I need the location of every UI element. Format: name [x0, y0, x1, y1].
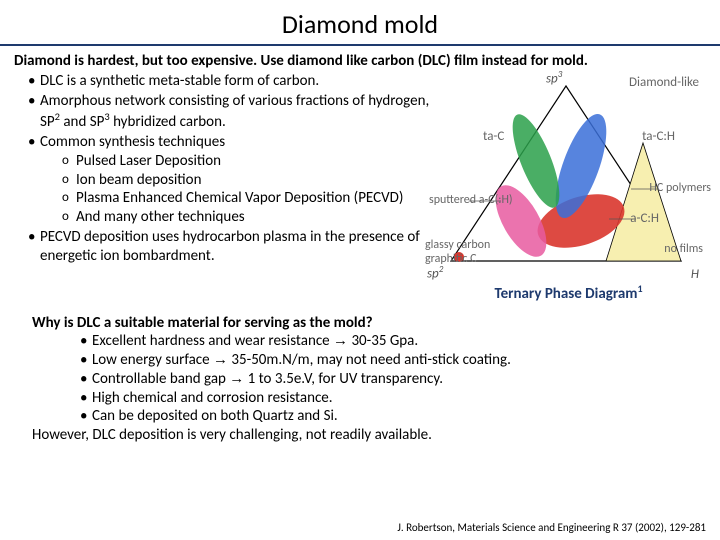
region-label: HC polymers	[649, 181, 711, 196]
region-label: a-C:H	[630, 211, 659, 227]
diagram-column: sp3 sp2 H Diamond-like ta-C ta-C:H HC po…	[431, 71, 706, 304]
region-label: sputtered a-C(:H)	[429, 193, 513, 208]
sub-bullet: Ion beam deposition	[62, 171, 431, 190]
bullet-item: Amorphous network consisting of various …	[28, 92, 431, 133]
bullet-item: DLC is a synthetic meta-stable form of c…	[28, 72, 431, 91]
sub-bullet: And many other techniques	[62, 208, 431, 227]
s2-item: Controllable band gap → 1 to 3.5e.V, for…	[80, 370, 706, 389]
s2-item: Excellent hardness and wear resistance →…	[80, 332, 706, 351]
bullet-item: PECVD deposition uses hydrocarbon plasma…	[28, 228, 431, 266]
citation: J. Robertson, Materials Science and Engi…	[397, 521, 706, 534]
section-2: Why is DLC a suitable material for servi…	[0, 304, 720, 445]
s2-item: Can be deposited on both Quartz and Si.	[80, 407, 706, 426]
bullet-item: Common synthesis techniques Pulsed Laser…	[28, 133, 431, 227]
sub-bullet: Pulsed Laser Deposition	[62, 152, 431, 171]
vertex-label: sp2	[427, 264, 443, 283]
section2-however: However, DLC deposition is very challeng…	[32, 426, 706, 445]
intro-text: Diamond is hardest, but too expensive. U…	[14, 52, 706, 71]
region-label: glassy carbon	[425, 238, 490, 253]
page-title: Diamond mold	[0, 0, 720, 44]
left-column: DLC is a synthetic meta-stable form of c…	[14, 71, 431, 304]
diagram-caption: Ternary Phase Diagram1	[431, 283, 706, 304]
region-label: ta-C:H	[642, 129, 675, 145]
vertex-label: H	[691, 267, 699, 283]
section2-question: Why is DLC a suitable material for servi…	[32, 314, 706, 333]
ternary-diagram: sp3 sp2 H Diamond-like ta-C ta-C:H HC po…	[431, 71, 701, 281]
sub-bullet: Plasma Enhanced Chemical Vapor Depositio…	[62, 189, 431, 208]
region-label: Diamond-like	[629, 75, 699, 91]
vertex-label: sp3	[546, 69, 562, 88]
content-area: Diamond is hardest, but too expensive. U…	[0, 46, 720, 304]
s2-item: Low energy surface → 35-50m.N/m, may not…	[80, 351, 706, 370]
region-label: no films	[664, 242, 703, 257]
s2-item: High chemical and corrosion resistance.	[80, 389, 706, 408]
region-label: ta-C	[483, 129, 504, 145]
region-label: graphitic C	[425, 252, 477, 267]
